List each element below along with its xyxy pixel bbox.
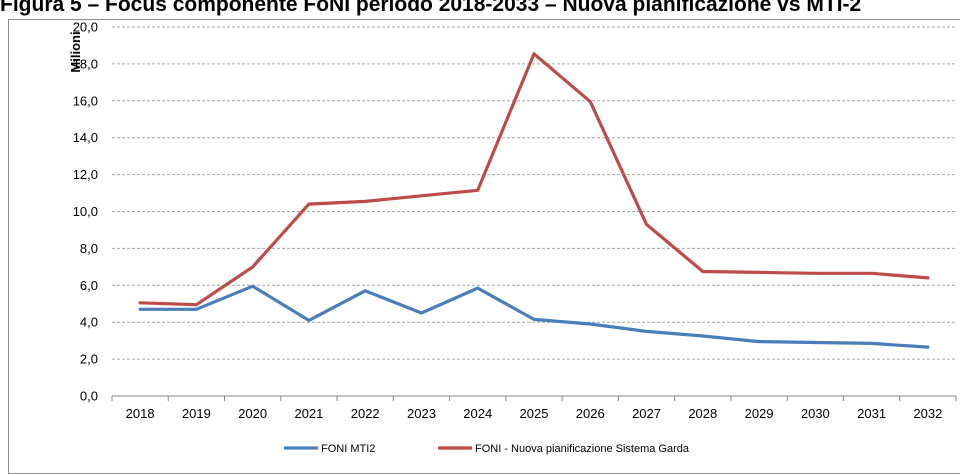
x-axis-ticks: 2018 2019 2020 2021 2022 2023 2024 2025 2026 2027… bbox=[112, 396, 956, 421]
series-line-2 bbox=[140, 54, 928, 305]
y-tick-label: 6,0 bbox=[80, 278, 98, 293]
x-tick-label: 2024 bbox=[463, 406, 492, 421]
x-tick-label: 2027 bbox=[632, 406, 661, 421]
series-line-1 bbox=[140, 286, 928, 347]
y-tick-label: 8,0 bbox=[80, 241, 98, 256]
x-tick-label: 2031 bbox=[857, 406, 886, 421]
legend-label-1: FONI MTI2 bbox=[321, 443, 375, 455]
y-tick-label: 14,0 bbox=[73, 130, 98, 145]
y-axis-ticks: 0,02,04,06,08,010,012,014,016,018,020,0 bbox=[73, 20, 98, 404]
x-tick-label: 2018 bbox=[126, 406, 155, 421]
y-tick-label: 4,0 bbox=[80, 315, 98, 330]
x-tick-label: 2020 bbox=[238, 406, 267, 421]
x-tick-label: 2028 bbox=[688, 406, 717, 421]
x-tick-label: 2021 bbox=[294, 406, 323, 421]
y-tick-label: 16,0 bbox=[73, 93, 98, 108]
legend: FONI MTI2 FONI - Nuova pianificazione Sis… bbox=[284, 443, 690, 455]
x-tick-label: 2030 bbox=[801, 406, 830, 421]
x-tick-label: 2026 bbox=[576, 406, 605, 421]
x-tick-label: 2032 bbox=[913, 406, 942, 421]
x-tick-label: 2019 bbox=[182, 406, 211, 421]
y-tick-label: 10,0 bbox=[73, 204, 98, 219]
series-lines bbox=[140, 54, 928, 347]
y-tick-label: 12,0 bbox=[73, 167, 98, 182]
x-tick-label: 2023 bbox=[407, 406, 436, 421]
y-tick-label: 2,0 bbox=[80, 352, 98, 367]
gridlines bbox=[112, 27, 956, 359]
x-tick-label: 2022 bbox=[351, 406, 380, 421]
x-tick-label: 2029 bbox=[745, 406, 774, 421]
y-tick-label: 0,0 bbox=[80, 389, 98, 404]
legend-label-2: FONI - Nuova pianificazione Sistema Gard… bbox=[475, 443, 690, 455]
y-axis-label: Milioni bbox=[68, 31, 83, 72]
x-tick-label: 2025 bbox=[520, 406, 549, 421]
